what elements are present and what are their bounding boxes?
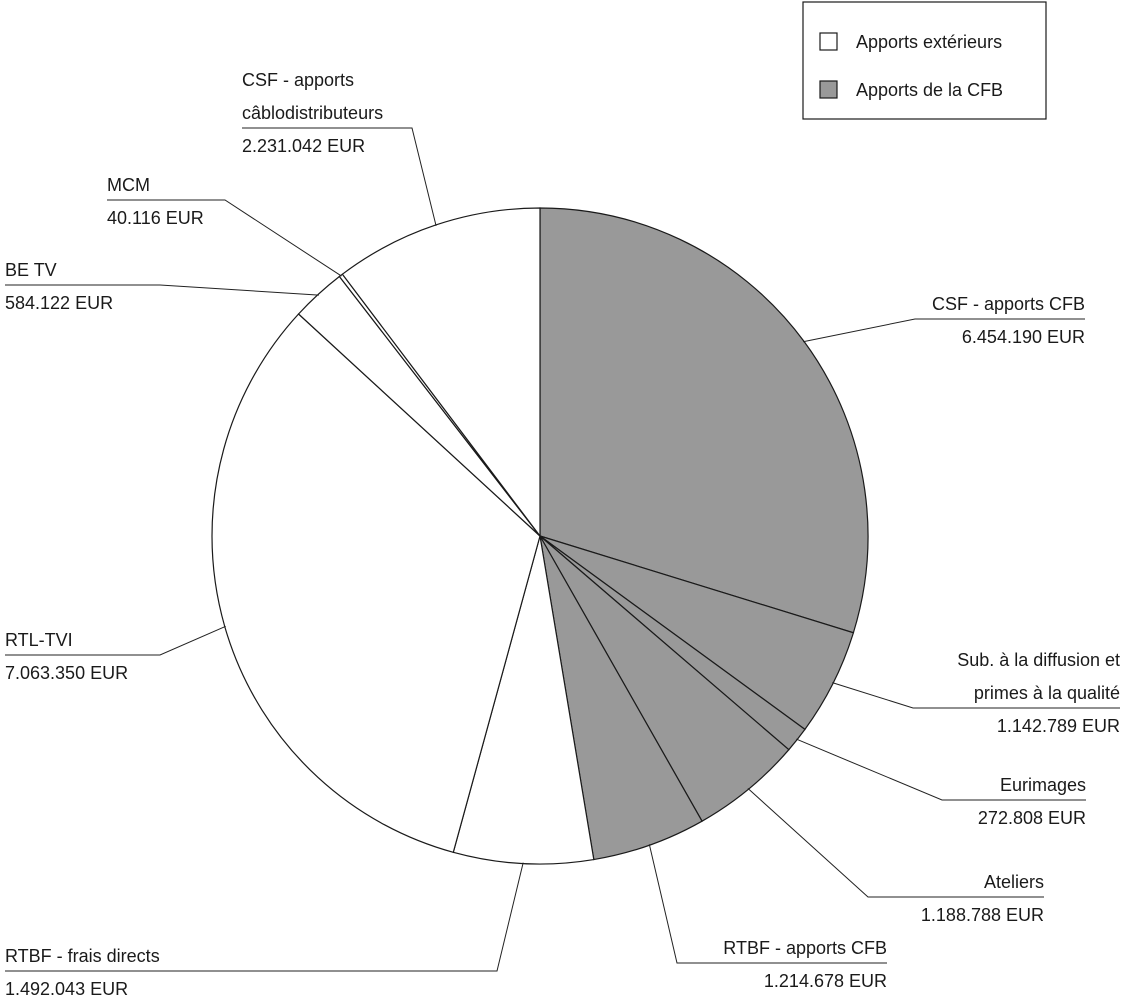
slice-label-0-line-0: CSF - apports CFB [932, 294, 1085, 314]
leader-line-2 [796, 738, 1086, 801]
leader-line-0 [803, 318, 1085, 343]
legend-swatch-cfb [819, 80, 838, 99]
leader-line-9 [242, 127, 437, 227]
leader-line-4 [648, 844, 887, 964]
slice-value-1: 1.142.789 EUR [997, 716, 1120, 736]
leader-line-7 [5, 284, 319, 296]
slice-label-8-line-0: MCM [107, 175, 150, 195]
legend: Apports extérieurs Apports de la CFB [802, 1, 1047, 120]
legend-frame [802, 1, 1047, 120]
slice-value-8: 40.116 EUR [107, 208, 204, 228]
slice-value-5: 1.492.043 EUR [5, 979, 128, 996]
slice-value-6: 7.063.350 EUR [5, 663, 128, 683]
slice-label-9-line-1: câblodistributeurs [242, 103, 383, 123]
slice-label-6-line-0: RTL-TVI [5, 630, 73, 650]
slice-value-3: 1.188.788 EUR [921, 905, 1044, 925]
legend-label-external: Apports extérieurs [856, 32, 1002, 52]
slice-label-2-line-0: Eurimages [1000, 775, 1086, 795]
slice-label-1-line-0: Sub. à la diffusion et [957, 650, 1120, 670]
leader-line-8 [107, 199, 342, 277]
slice-value-2: 272.808 EUR [978, 808, 1086, 828]
slice-value-0: 6.454.190 EUR [962, 327, 1085, 347]
leader-line-6 [5, 625, 226, 656]
leader-line-1 [832, 682, 1120, 709]
slice-label-9-line-0: CSF - apports [242, 70, 354, 90]
slice-label-7-line-0: BE TV [5, 260, 57, 280]
slice-label-5-line-0: RTBF - frais directs [5, 946, 160, 966]
leader-line-3 [747, 788, 1044, 898]
slice-value-7: 584.122 EUR [5, 293, 113, 313]
legend-swatch-external [819, 32, 838, 51]
slice-label-3-line-0: Ateliers [984, 872, 1044, 892]
label-leaders [5, 127, 1120, 972]
slice-value-4: 1.214.678 EUR [764, 971, 887, 991]
slice-label-1-line-1: primes à la qualité [974, 683, 1120, 703]
legend-label-cfb: Apports de la CFB [856, 80, 1003, 100]
pie-slices [211, 207, 869, 865]
leader-line-5 [5, 862, 524, 972]
slice-value-9: 2.231.042 EUR [242, 136, 365, 156]
slice-labels: CSF - apports CFB 6.454.190 EUR Sub. à la … [5, 70, 1120, 996]
slice-label-4-line-0: RTBF - apports CFB [723, 938, 887, 958]
